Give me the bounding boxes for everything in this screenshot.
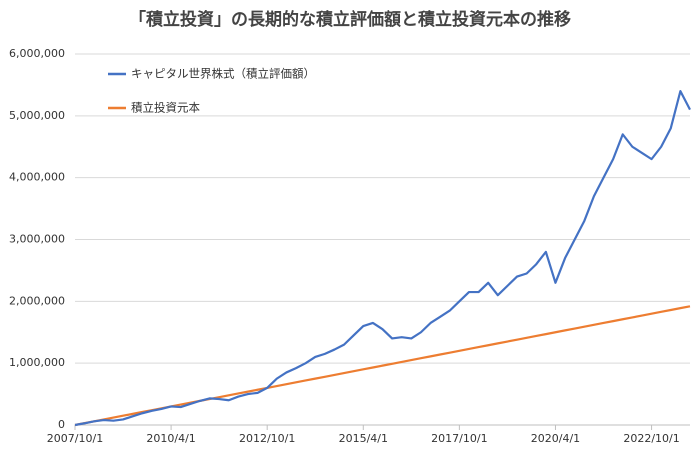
- series-line: [74, 90, 691, 427]
- x-tick-label: 2012/10/1: [239, 432, 295, 445]
- x-tick-label: 2015/4/1: [339, 432, 388, 445]
- legend-label: キャピタル世界株式（積立評価額）: [131, 67, 315, 81]
- y-tick-label: 4,000,000: [9, 171, 65, 184]
- x-tick-label: 2020/4/1: [531, 432, 580, 445]
- legend-label: 積立投資元本: [131, 101, 200, 115]
- y-tick-label: 6,000,000: [9, 47, 65, 60]
- x-tick-label: 2007/10/1: [47, 432, 103, 445]
- x-tick-label: 2017/10/1: [431, 432, 487, 445]
- y-tick-label: 1,000,000: [9, 356, 65, 369]
- y-tick-label: 2,000,000: [9, 294, 65, 307]
- y-tick-label: 5,000,000: [9, 109, 65, 122]
- y-tick-label: 3,000,000: [9, 233, 65, 246]
- x-tick-label: 2010/4/1: [146, 432, 195, 445]
- chart-title: 「積立投資」の長期的な積立評価額と積立投資元本の推移: [129, 9, 571, 30]
- y-tick-label: 0: [58, 418, 65, 431]
- x-tick-label: 2022/10/1: [623, 432, 679, 445]
- series-line: [74, 305, 691, 427]
